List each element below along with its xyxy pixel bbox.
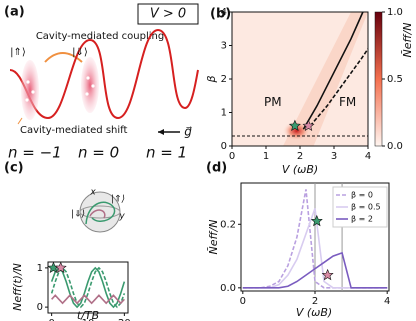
- colorbar-tick-label: 0.5: [387, 74, 403, 85]
- atom-cloud: [81, 57, 99, 113]
- y-axis-label: β: [205, 75, 218, 83]
- star-marker: [321, 268, 334, 281]
- site-label: n = 1: [146, 144, 187, 162]
- shift-pointer: [17, 117, 23, 125]
- colorbar-tick-label: 0.0: [387, 141, 403, 152]
- lattice-potential: [9, 28, 199, 120]
- y-tick-label: 1: [221, 108, 227, 119]
- condition: V > 0: [150, 7, 186, 22]
- colorbar-tick-label: 1.0: [387, 7, 403, 18]
- star-marker: [310, 214, 323, 227]
- y-tick-label: 0.0: [220, 283, 236, 294]
- x-tick-label: 4: [384, 296, 390, 307]
- series-line: [302, 11, 364, 130]
- sphere-label: y: [118, 212, 125, 222]
- gravity-label: g⃗: [184, 125, 192, 139]
- x-tick-label: 3: [331, 151, 337, 162]
- series-line: [50, 266, 126, 309]
- series-line: [242, 251, 388, 289]
- panel-a: (a) V > 0 Cavity-mediated coupling |⇑⟩ |…: [4, 3, 199, 162]
- y-tick-label: 3: [221, 41, 227, 52]
- coupling-label: Cavity-mediated coupling: [36, 31, 164, 42]
- x-tick-label: 10: [82, 318, 95, 321]
- legend-label: β = 0: [351, 191, 373, 200]
- y-tick-label: 2: [221, 74, 227, 85]
- x-tick-label: 2: [312, 296, 318, 307]
- panel-label: (c): [4, 161, 24, 176]
- site-label: n = −1: [8, 144, 62, 162]
- sphere-label: |⇑⟩: [111, 195, 125, 205]
- sphere-label: x: [89, 188, 96, 198]
- sphere-label: |⇓⟩: [71, 210, 85, 220]
- star-marker: [302, 119, 315, 131]
- site-label: n = 0: [78, 144, 119, 162]
- panel-label: (b): [210, 7, 231, 22]
- trajectory: [85, 201, 116, 225]
- x-tick-label: 0: [229, 151, 235, 162]
- panel-label: (d): [206, 161, 227, 176]
- y-axis-label: Neff(t)/N: [11, 263, 24, 311]
- atom-cloud: [21, 60, 39, 120]
- y-tick-label: 1: [37, 263, 43, 274]
- series-line: [51, 294, 125, 305]
- x-tick-label: 0: [48, 318, 54, 321]
- bloch-sphere: [79, 191, 121, 233]
- x-tick-label: 0: [240, 296, 246, 307]
- condition-box: [137, 3, 199, 25]
- state-label: |⇓⟩: [72, 47, 88, 58]
- region-label: FM: [339, 95, 356, 109]
- panel-label: (a): [4, 5, 25, 20]
- legend-label: β = 0.5: [351, 203, 381, 212]
- state-label: |⇑⟩: [10, 47, 26, 58]
- x-tick-label: 20: [118, 318, 131, 321]
- x-tick-label: 1: [263, 151, 269, 162]
- star-marker: [54, 261, 67, 273]
- shift-label: Cavity-mediated shift: [20, 125, 127, 136]
- coupling-arrow: [44, 52, 83, 63]
- y-axis-label: N̄eff/N: [207, 220, 220, 255]
- equator: [79, 205, 121, 219]
- region-label: PM: [264, 95, 282, 109]
- atoms: [25, 76, 95, 102]
- colorbar-label: N̄eff/N: [401, 23, 414, 58]
- x-axis-label: V (ωB): [296, 306, 332, 319]
- y-tick-label: 0.2: [220, 219, 236, 230]
- y-tick-label: 0: [37, 302, 43, 313]
- x-axis-label: V (ωB): [282, 163, 318, 176]
- gravity-arrowhead: [158, 129, 164, 135]
- y-tick-label: 0: [221, 141, 227, 152]
- trajectory: [89, 209, 106, 219]
- y-tick-label: 4: [221, 7, 227, 18]
- star-marker: [288, 119, 301, 131]
- series-line: [309, 48, 369, 127]
- x-tick-label: 2: [297, 151, 303, 162]
- legend-label: β = 2: [351, 215, 373, 224]
- colorbar: [374, 11, 383, 147]
- x-tick-label: 4: [365, 151, 371, 162]
- series-line: [50, 266, 126, 309]
